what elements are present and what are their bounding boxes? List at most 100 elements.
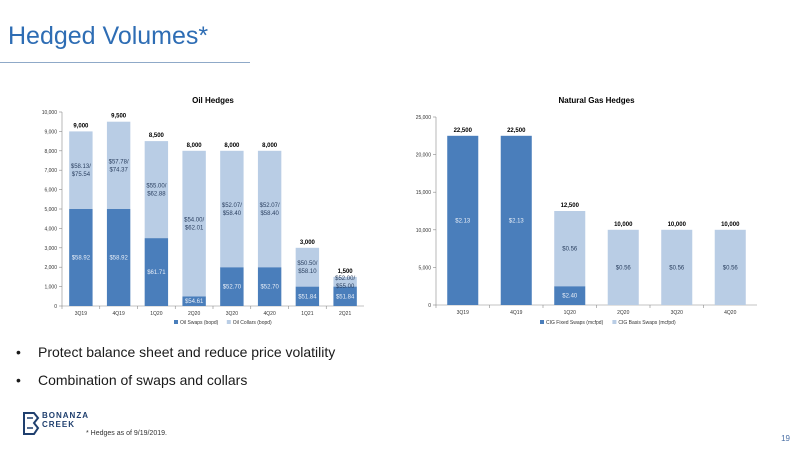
total-label: 8,000 bbox=[262, 143, 278, 149]
data-label: $55.00/ bbox=[146, 184, 166, 190]
bullet-text: Protect balance sheet and reduce price v… bbox=[38, 344, 336, 360]
legend-swatch bbox=[174, 320, 178, 324]
data-label: $52.00/ bbox=[335, 276, 355, 282]
y-tick-label: 10,000 bbox=[42, 110, 58, 116]
data-label: $0.56 bbox=[616, 265, 632, 271]
bar-segment bbox=[69, 209, 93, 306]
legend-label: Oil Swaps (bopd) bbox=[180, 320, 219, 326]
legend-swatch bbox=[540, 320, 544, 324]
y-tick-label: 5,000 bbox=[418, 265, 431, 271]
data-label: $58.40 bbox=[223, 211, 242, 217]
y-tick-label: 15,000 bbox=[416, 190, 432, 196]
bar-segment bbox=[182, 150, 206, 297]
data-label: $58.13/ bbox=[71, 164, 91, 170]
bar-segment bbox=[607, 229, 639, 305]
data-label: $58.92 bbox=[109, 256, 128, 262]
bar-segment bbox=[295, 286, 320, 306]
bullet-text: Combination of swaps and collars bbox=[38, 372, 248, 388]
data-label: $51.84 bbox=[336, 294, 355, 300]
bar-segment bbox=[333, 276, 357, 287]
x-tick-label: 3Q19 bbox=[457, 310, 469, 316]
data-label: $58.10 bbox=[298, 269, 317, 275]
x-tick-label: 2Q20 bbox=[188, 311, 200, 317]
data-label: $52.70 bbox=[260, 285, 279, 291]
bar-segment bbox=[144, 238, 169, 306]
x-tick-label: 4Q19 bbox=[113, 311, 125, 317]
logo-line1: BONANZA bbox=[42, 411, 89, 420]
legend-label: CIG Basis Swaps (mcfpd) bbox=[618, 320, 676, 326]
chart-title: Natural Gas Hedges bbox=[558, 96, 635, 105]
bullet-dot: • bbox=[16, 344, 21, 360]
x-tick-label: 4Q19 bbox=[510, 310, 522, 316]
y-tick-label: 8,000 bbox=[44, 149, 57, 155]
total-label: 8,000 bbox=[187, 143, 203, 149]
legend-swatch bbox=[226, 320, 231, 324]
data-label: $0.56 bbox=[562, 247, 578, 253]
data-label: $62.88 bbox=[147, 192, 166, 198]
data-label: $52.07/ bbox=[260, 203, 280, 209]
total-label: 22,500 bbox=[507, 128, 526, 134]
y-tick-label: 0 bbox=[54, 304, 57, 310]
bar-segment bbox=[295, 247, 320, 287]
y-tick-label: 4,000 bbox=[44, 226, 57, 232]
title-divider bbox=[0, 62, 250, 63]
data-label: $2.13 bbox=[455, 218, 471, 224]
legend-label: CIG Fixed Swaps (mcfpd) bbox=[546, 320, 604, 326]
x-tick-label: 1Q21 bbox=[301, 311, 313, 317]
data-label: $58.92 bbox=[72, 256, 91, 262]
y-tick-label: 6,000 bbox=[44, 188, 57, 194]
data-label: $2.40 bbox=[562, 294, 578, 300]
data-label: $51.84 bbox=[298, 294, 317, 300]
bar-segment bbox=[182, 296, 206, 306]
data-label: $55.00 bbox=[336, 284, 355, 290]
data-label: $54.00/ bbox=[184, 218, 204, 224]
bar-segment bbox=[661, 229, 693, 305]
data-label: $52.07/ bbox=[222, 203, 242, 209]
y-tick-label: 0 bbox=[428, 303, 431, 309]
x-tick-label: 1Q20 bbox=[564, 310, 576, 316]
x-tick-label: 1Q20 bbox=[150, 311, 162, 317]
logo-wordmark: BONANZA CREEK bbox=[42, 411, 89, 429]
total-label: 10,000 bbox=[721, 222, 740, 228]
x-tick-label: 3Q20 bbox=[671, 310, 683, 316]
bar-segment bbox=[333, 286, 357, 306]
x-tick-label: 3Q19 bbox=[75, 311, 87, 317]
y-tick-label: 3,000 bbox=[44, 246, 57, 252]
data-label: $50.50/ bbox=[297, 261, 317, 267]
bar-segment bbox=[500, 135, 532, 305]
total-label: 9,000 bbox=[73, 123, 89, 129]
page-number: 19 bbox=[781, 434, 790, 443]
bar-segment bbox=[220, 150, 244, 268]
total-label: 3,000 bbox=[300, 240, 316, 246]
legend-label: Oil Collars (bopd) bbox=[233, 320, 272, 326]
total-label: 12,500 bbox=[561, 203, 580, 209]
data-label: $58.40 bbox=[260, 211, 279, 217]
bar-segment bbox=[257, 267, 282, 306]
bar-segment bbox=[106, 209, 131, 306]
bar-segment bbox=[447, 135, 479, 305]
y-tick-label: 9,000 bbox=[44, 129, 57, 135]
data-label: $2.13 bbox=[509, 218, 525, 224]
y-tick-label: 10,000 bbox=[416, 228, 432, 234]
data-label: $57.78/ bbox=[109, 159, 129, 165]
bar-segment bbox=[554, 286, 586, 305]
x-tick-label: 2Q21 bbox=[339, 311, 351, 317]
data-label: $75.54 bbox=[72, 172, 91, 178]
data-label: $0.56 bbox=[723, 265, 739, 271]
y-tick-label: 2,000 bbox=[44, 265, 57, 271]
total-label: 10,000 bbox=[668, 222, 687, 228]
x-tick-label: 2Q20 bbox=[617, 310, 629, 316]
logo-line2: CREEK bbox=[42, 420, 76, 429]
data-label: $62.01 bbox=[185, 226, 204, 232]
bar-segment bbox=[144, 141, 169, 239]
data-label: $0.56 bbox=[669, 265, 685, 271]
chart-title: Oil Hedges bbox=[192, 96, 234, 105]
bar-segment bbox=[714, 229, 746, 305]
bar-segment bbox=[106, 121, 131, 209]
data-label: $54.61 bbox=[185, 299, 204, 305]
footnote: * Hedges as of 9/19/2019. bbox=[86, 430, 167, 437]
x-tick-label: 4Q20 bbox=[724, 310, 736, 316]
y-tick-label: 7,000 bbox=[44, 168, 57, 174]
